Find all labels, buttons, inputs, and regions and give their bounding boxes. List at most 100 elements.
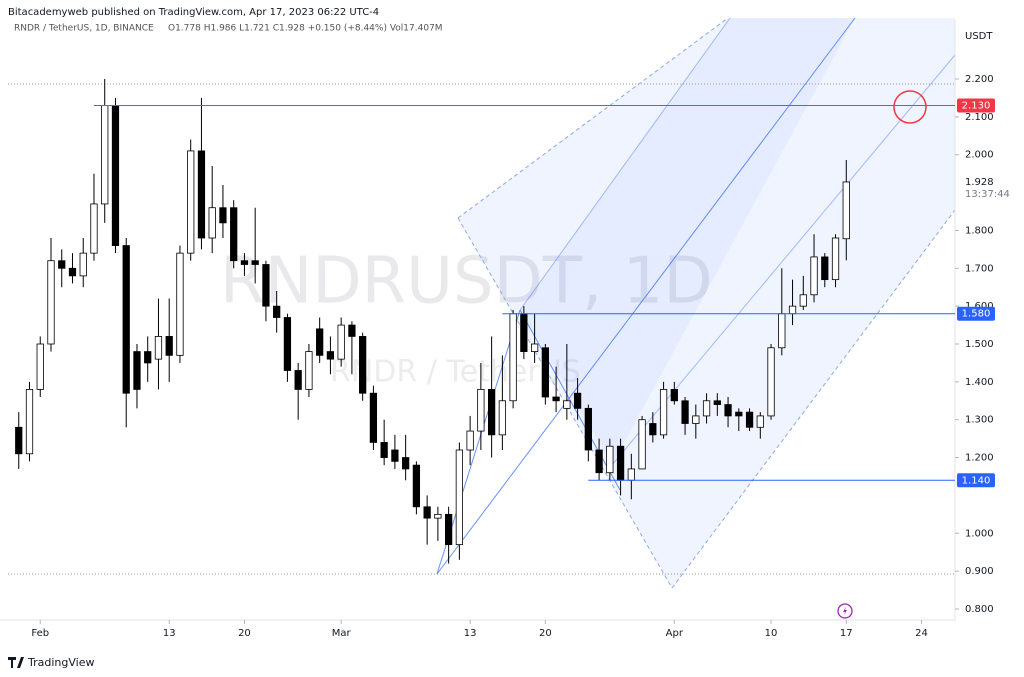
candle-body xyxy=(606,445,614,474)
candle-body xyxy=(692,415,700,424)
candle-body xyxy=(251,260,259,265)
x-tick-label: 20 xyxy=(238,628,251,639)
candle-body xyxy=(735,411,743,417)
candle-body xyxy=(584,407,592,451)
candle-body xyxy=(165,336,173,356)
price-tag xyxy=(957,473,995,488)
fork-upper xyxy=(457,17,729,219)
candle-body xyxy=(101,105,109,205)
y-tick-label: 2.200 xyxy=(965,74,994,85)
candle-body xyxy=(724,404,732,417)
candle-body xyxy=(563,400,571,409)
candle-body xyxy=(455,449,464,546)
candle-body xyxy=(756,415,764,428)
y-tick-label: 1.200 xyxy=(965,453,994,464)
candle-body xyxy=(240,260,249,265)
candle-body xyxy=(380,442,388,458)
candle-body xyxy=(412,464,421,508)
candle-body xyxy=(273,305,281,318)
candle-body xyxy=(713,400,721,405)
candle-body xyxy=(58,260,66,269)
candle-body xyxy=(573,392,582,409)
candle-body xyxy=(627,468,635,481)
fork-inner-up xyxy=(519,17,731,311)
candle-body xyxy=(681,400,689,424)
legend-bg xyxy=(0,20,460,36)
candle-body xyxy=(47,260,55,345)
y-tick-label: 2.100 xyxy=(965,112,994,123)
candle-body xyxy=(359,336,367,394)
x-tick-label: Apr xyxy=(666,628,684,639)
candle-body xyxy=(702,400,711,417)
candle-body xyxy=(445,513,453,546)
price-tag xyxy=(957,98,995,113)
candle-body xyxy=(348,324,356,337)
candle-body xyxy=(788,305,797,315)
y-tick-label: 1.500 xyxy=(965,339,994,350)
x-tick-label: 24 xyxy=(915,628,928,639)
y-tick-label: 1.800 xyxy=(965,225,994,236)
candle-body xyxy=(197,150,206,239)
lightning-icon[interactable] xyxy=(837,603,853,619)
candle-body xyxy=(176,252,184,356)
x-tick-label: 17 xyxy=(840,628,853,639)
legend-ohlc: O1.778 H1.986 L1.721 C1.928 +0.150 (+8.4… xyxy=(168,24,443,34)
candle-body xyxy=(477,389,485,432)
candle-body xyxy=(530,343,539,352)
candle-body xyxy=(745,411,754,428)
candle-body xyxy=(25,389,34,455)
candle-body xyxy=(649,423,657,436)
plot xyxy=(15,79,850,564)
footer-logo: TradingView xyxy=(8,656,94,669)
candle-body xyxy=(659,389,668,436)
candle-body xyxy=(799,294,807,307)
circle-marker xyxy=(893,90,927,124)
last-price: 1.928 xyxy=(965,177,994,188)
candle-body xyxy=(294,370,302,390)
candle-body xyxy=(670,389,678,402)
pitchfork xyxy=(436,17,956,589)
y-tick-label: 1.600 xyxy=(965,301,994,312)
y-tick-label: 1.700 xyxy=(965,263,994,274)
candle-body xyxy=(316,328,324,356)
fork-zone xyxy=(458,18,955,588)
y-tick-label: 1.000 xyxy=(965,528,994,539)
y-tick-label: 0.800 xyxy=(965,604,994,615)
x-tick-label: 20 xyxy=(539,628,552,639)
candle-body xyxy=(208,207,216,239)
candle-body xyxy=(831,237,840,281)
fork-handle xyxy=(519,309,621,491)
x-tick-label: Mar xyxy=(332,628,352,639)
y-tick-label: 1.300 xyxy=(965,415,994,426)
candle-body xyxy=(122,245,130,394)
candle-body xyxy=(79,252,87,277)
price-tag-label: 1.140 xyxy=(962,475,991,486)
watermark: RNDRUSDT, 1D xyxy=(220,245,713,319)
y-unit: USDT xyxy=(965,31,993,42)
x-tick-label: 10 xyxy=(765,628,778,639)
candle-body xyxy=(219,207,227,224)
candle-body xyxy=(434,513,442,519)
candle-body xyxy=(509,313,517,402)
fork-lower xyxy=(671,209,956,589)
header: Bitacademyweb published on TradingView.c… xyxy=(8,7,379,18)
price-tag-label: 2.130 xyxy=(962,101,991,112)
fork-median xyxy=(436,17,856,575)
candle-body xyxy=(778,313,786,349)
candle-body xyxy=(842,181,850,240)
candle-body xyxy=(821,256,829,281)
candle-body xyxy=(810,256,818,296)
candle-body xyxy=(369,392,378,443)
candle-body xyxy=(144,351,152,364)
y-tick-label: 1.400 xyxy=(965,377,994,388)
candle-body xyxy=(520,313,528,352)
candle-body xyxy=(541,347,549,398)
candle-body xyxy=(187,150,195,254)
candle-body xyxy=(767,347,775,417)
price-tag xyxy=(957,306,995,321)
candle-body xyxy=(423,506,431,519)
countdown: 13:37:44 xyxy=(965,189,1010,200)
candle-body xyxy=(36,343,44,390)
candle-body xyxy=(133,351,141,390)
